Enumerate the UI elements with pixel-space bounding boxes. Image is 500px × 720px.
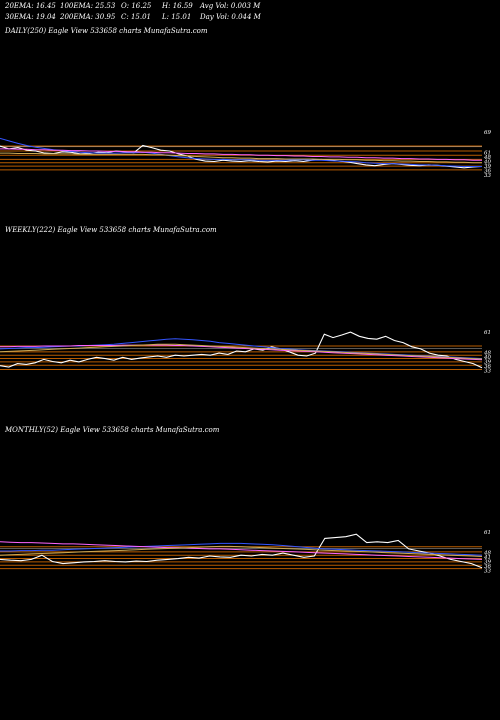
- monthly-price-label-0: 61: [484, 530, 491, 536]
- monthly-series-line-2: [0, 541, 483, 560]
- weekly-series-line-0: [0, 331, 483, 369]
- monthly-series-line-0: [0, 533, 483, 569]
- weekly-price-label-0: 61: [484, 330, 491, 336]
- header-ema100: 100EMA: 25.53: [60, 2, 116, 10]
- weekly-series-line-3: [0, 343, 483, 360]
- monthly-price-label-1: 48: [483, 551, 491, 557]
- weekly-chart-title: WEEKLY(222) Eagle View 533658 charts Mun…: [5, 226, 217, 234]
- daily-price-label-5: 36: [484, 169, 491, 175]
- monthly-series-line-3: [0, 545, 483, 557]
- daily-price-label-0: 69: [484, 130, 491, 136]
- header-ema200: 200EMA: 30.95: [60, 13, 116, 21]
- header-day-vol: Day Vol: 0.044 M: [200, 13, 261, 21]
- weekly-price-label-4: 36: [484, 364, 491, 370]
- daily-price-label-3: 40: [483, 160, 491, 166]
- weekly-series-line-2: [0, 344, 483, 361]
- header-open: O: 16.25: [121, 2, 152, 10]
- monthly-price-label-4: 36: [484, 564, 491, 570]
- weekly-price-label-2: 40: [483, 355, 491, 361]
- header-ema20: 20EMA: 16.45: [5, 2, 56, 10]
- daily-price-label-6: 33: [484, 173, 491, 179]
- weekly-price-label-3: 39: [484, 360, 491, 366]
- header-close: C: 15.01: [121, 13, 151, 21]
- weekly-price-label-1: 48: [483, 351, 491, 357]
- monthly-price-label-3: 39: [484, 560, 491, 566]
- monthly-series-line-1: [0, 542, 483, 556]
- header-ema30: 30EMA: 19.04: [5, 13, 56, 21]
- header-low: L: 15.01: [162, 13, 192, 21]
- monthly-price-label-2: 41: [483, 555, 491, 561]
- monthly-price-label-5: 33: [484, 569, 491, 575]
- daily-chart-title: DAILY(250) Eagle View 533658 charts Muna…: [5, 27, 208, 35]
- daily-series-line-2: [0, 148, 482, 161]
- daily-series-line-3: [0, 152, 482, 164]
- header-high: H: 16.59: [162, 2, 193, 10]
- daily-price-label-1: 61: [484, 151, 491, 157]
- monthly-chart-title: MONTHLY(52) Eagle View 533658 charts Mun…: [5, 426, 220, 434]
- daily-price-label-2: 48: [483, 155, 491, 161]
- weekly-price-label-5: 33: [484, 369, 491, 375]
- daily-series-line-1: [0, 137, 482, 167]
- header-avg-vol: Avg Vol: 0.003 M: [200, 2, 261, 10]
- daily-price-label-4: 39: [484, 164, 491, 170]
